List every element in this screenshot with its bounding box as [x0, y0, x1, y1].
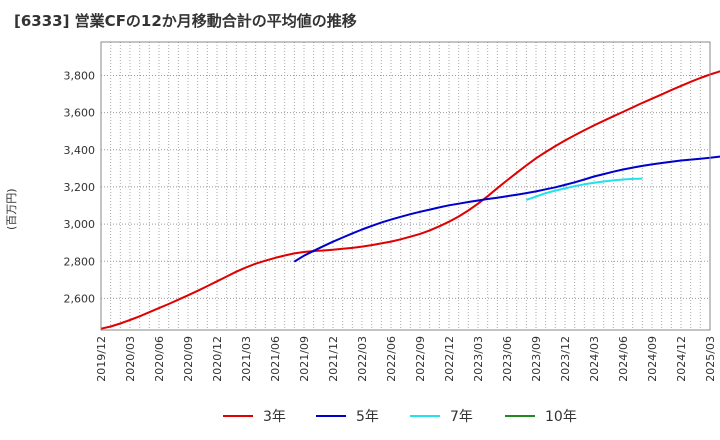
series-line-5年: [293, 155, 720, 263]
y-tick-label: 2,800: [64, 255, 96, 268]
x-tick-label: 2025/03: [704, 336, 717, 382]
x-tick-label: 2020/03: [124, 336, 137, 382]
y-tick-label: 3,400: [64, 144, 96, 157]
legend-item: 7年: [410, 404, 473, 428]
y-tick-label: 3,800: [64, 69, 96, 82]
legend-swatch: [316, 415, 346, 417]
x-tick-label: 2022/09: [414, 336, 427, 382]
legend-label: 3年: [263, 409, 286, 425]
x-tick-label: 2023/09: [530, 336, 543, 382]
x-tick-label: 2022/12: [443, 336, 456, 382]
legend: 3年 5年 7年 10年: [0, 404, 720, 428]
x-tick-label: 2023/12: [559, 336, 572, 382]
legend-label: 7年: [450, 409, 473, 425]
x-tick-label: 2019/12: [95, 336, 108, 382]
legend-item: 5年: [316, 404, 379, 428]
x-tick-label: 2021/06: [269, 336, 282, 382]
y-tick-label: 2,600: [64, 292, 96, 305]
legend-item: 10年: [505, 404, 577, 428]
x-tick-label: 2022/03: [356, 336, 369, 382]
legend-label: 10年: [545, 409, 577, 425]
y-tick-label: 3,200: [64, 181, 96, 194]
x-tick-labels: 2019/12 2020/03 2020/06 2020/09 2020/12 2021/…: [95, 336, 717, 382]
x-tick-label: 2021/09: [298, 336, 311, 382]
legend-label: 5年: [356, 409, 379, 425]
legend-swatch: [223, 415, 253, 417]
chart-title: [6333] 営業CFの12か月移動合計の平均値の推移: [14, 12, 357, 30]
series-line-3年: [100, 70, 720, 330]
x-tick-label: 2023/06: [501, 336, 514, 382]
x-tick-label: 2021/12: [327, 336, 340, 382]
x-tick-label: 2021/03: [240, 336, 253, 382]
grid-lines: [100, 42, 711, 330]
x-tick-label: 2024/03: [588, 336, 601, 382]
y-tick-label: 3,600: [64, 107, 96, 120]
y-tick-label: 3,000: [64, 218, 96, 231]
x-tick-label: 2022/06: [385, 336, 398, 382]
x-tick-label: 2020/12: [211, 336, 224, 382]
x-tick-label: 2024/06: [617, 336, 630, 382]
legend-item: 3年: [223, 404, 286, 428]
x-tick-label: 2024/12: [675, 336, 688, 382]
plot-frame: [100, 41, 711, 331]
x-tick-label: 2020/09: [182, 336, 195, 382]
legend-swatch: [505, 415, 535, 417]
x-tick-label: 2024/09: [646, 336, 659, 382]
series-line-7年: [525, 177, 643, 201]
y-tick-labels: 2,600 2,800 3,000 3,200 3,400 3,600 3,800: [64, 69, 96, 305]
x-tick-label: 2020/06: [153, 336, 166, 382]
x-tick-label: 2023/03: [472, 336, 485, 382]
legend-swatch: [410, 415, 440, 417]
series-lines: [100, 70, 720, 330]
